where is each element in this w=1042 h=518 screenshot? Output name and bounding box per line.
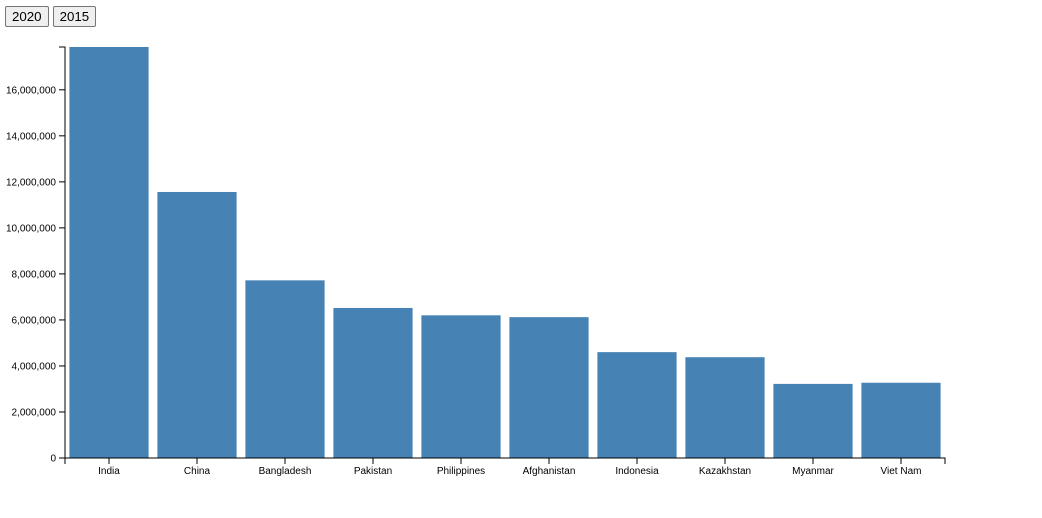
y-tick-label: 10,000,000 <box>6 223 56 234</box>
bar-pakistan <box>333 307 413 458</box>
y-tick-label: 8,000,000 <box>12 269 57 280</box>
year-2015-button[interactable]: 2015 <box>52 6 97 27</box>
bar-india <box>69 47 149 458</box>
y-tick-label: 14,000,000 <box>6 131 56 142</box>
bar-myanmar <box>773 383 853 458</box>
y-tick-label: 2,000,000 <box>12 407 57 418</box>
bar-bangladesh <box>245 280 325 458</box>
y-tick-label: 4,000,000 <box>12 361 57 372</box>
y-tick-label: 12,000,000 <box>6 177 56 188</box>
x-tick-label: Afghanistan <box>523 466 576 477</box>
x-axis: India China Bangladesh Pakistan Philippines A… <box>64 457 946 477</box>
bar-china <box>157 191 237 459</box>
x-tick-label: China <box>184 466 211 477</box>
x-tick-label: Bangladesh <box>259 466 312 477</box>
year-controls: 2020 2015 <box>5 6 97 27</box>
bar-kazakhstan <box>685 357 765 458</box>
y-tick-label: 6,000,000 <box>12 315 57 326</box>
year-2020-button[interactable]: 2020 <box>5 6 49 27</box>
y-tick-label: 0 <box>50 454 56 465</box>
x-tick-label: Indonesia <box>615 466 659 477</box>
x-tick-label: Philippines <box>437 466 485 477</box>
y-tick-label: 16,000,000 <box>6 85 56 96</box>
bar-indonesia <box>597 352 677 458</box>
y-axis-line <box>59 46 66 459</box>
y-axis: 0 2,000,000 4,000,000 6,000,000 8,000,000 10,… <box>6 46 66 465</box>
x-tick-label: India <box>98 466 120 477</box>
bars-group <box>69 47 941 459</box>
x-axis-line <box>64 457 946 464</box>
x-tick-label: Pakistan <box>354 466 392 477</box>
x-tick-label: Viet Nam <box>881 466 922 477</box>
bar-afghanistan <box>509 317 589 458</box>
bar-philippines <box>421 315 501 458</box>
x-tick-label: Myanmar <box>792 466 834 477</box>
x-tick-label: Kazakhstan <box>699 466 751 477</box>
bar-viet-nam <box>861 382 941 458</box>
